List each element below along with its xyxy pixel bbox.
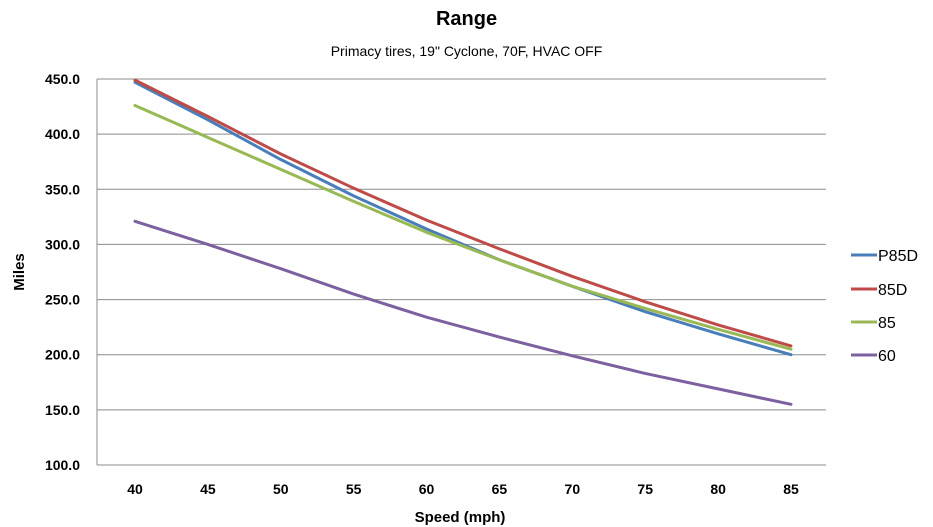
x-tick-label: 75	[637, 481, 653, 497]
x-tick-label: 50	[273, 481, 289, 497]
series-line-p85d	[133, 80, 793, 357]
x-tick-label: 45	[200, 481, 216, 497]
y-tick-label: 250.0	[45, 292, 80, 308]
series-line-85d	[133, 78, 793, 348]
y-tick-label: 100.0	[45, 457, 80, 473]
series-lines	[133, 78, 793, 406]
series-line-85	[133, 103, 793, 351]
y-tick-label: 400.0	[45, 126, 80, 142]
legend-label: 60	[878, 348, 896, 365]
y-tick-label: 200.0	[45, 347, 80, 363]
y-axis-ticks: 450.0 400.0 350.0 300.0 250.0 200.0 150.0 100.0	[45, 71, 80, 473]
x-tick-label: 60	[419, 481, 435, 497]
x-tick-label: 65	[492, 481, 508, 497]
legend-label: 85	[878, 315, 896, 332]
x-tick-label: 55	[346, 481, 362, 497]
chart-subtitle: Primacy tires, 19" Cyclone, 70F, HVAC OF…	[330, 43, 603, 59]
x-tick-label: 80	[710, 481, 726, 497]
x-tick-label: 85	[783, 481, 799, 497]
x-tick-label: 70	[565, 481, 581, 497]
y-tick-label: 150.0	[45, 402, 80, 418]
legend-label: P85D	[878, 248, 918, 265]
legend: P85D 85D 85 60	[851, 248, 918, 365]
legend-label: 85D	[878, 282, 907, 299]
y-tick-label: 450.0	[45, 71, 80, 87]
y-axis-title: Miles	[11, 253, 28, 291]
y-tick-label: 350.0	[45, 181, 80, 197]
chart-title: Range	[435, 8, 498, 30]
y-tick-label: 300.0	[45, 236, 80, 252]
gridlines	[96, 78, 826, 466]
series-line-60	[133, 219, 793, 406]
x-axis-title: Speed (mph)	[415, 509, 506, 526]
x-tick-label: 40	[127, 481, 143, 497]
x-axis-ticks: 40 45 50 55 60 65 70 75 80 85	[127, 481, 799, 497]
